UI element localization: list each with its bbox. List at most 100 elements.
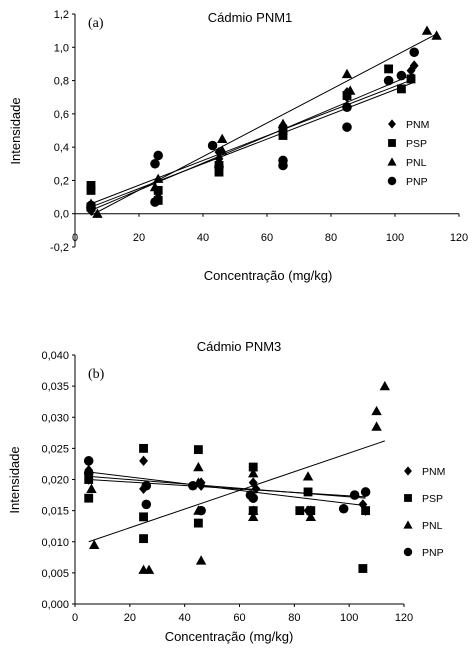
x-tick-label-b: 80 bbox=[288, 612, 300, 624]
y-tick-label-a: -0,2 bbox=[50, 242, 69, 254]
x-tick-label-a: 120 bbox=[450, 232, 468, 244]
legend-marker-pnl-a bbox=[387, 157, 397, 166]
trend-line-pnp-a bbox=[90, 81, 415, 208]
data-point-psp-b bbox=[139, 512, 148, 522]
legend-marker-pnp-b bbox=[403, 547, 413, 557]
data-point-psp-b bbox=[361, 506, 371, 516]
data-point-pnl-b bbox=[379, 380, 391, 391]
data-point-psp-a bbox=[214, 167, 224, 177]
y-tick-label-b: 0,030 bbox=[41, 412, 69, 424]
data-point-psp-b bbox=[84, 493, 94, 503]
data-point-pnl-a bbox=[217, 133, 228, 143]
data-point-pnm-b bbox=[358, 499, 368, 510]
data-point-pnp-b bbox=[83, 468, 94, 479]
data-point-psp-a bbox=[86, 181, 96, 190]
data-point-pnl-a bbox=[341, 68, 353, 79]
x-tick-label-a: 0 bbox=[72, 232, 78, 244]
data-point-pnp-b bbox=[83, 456, 94, 466]
data-point-pnl-b bbox=[195, 555, 207, 565]
legend-marker-pnm-a bbox=[388, 119, 396, 129]
trend-line-pnl-a bbox=[90, 33, 437, 216]
x-tick-label-b: 0 bbox=[72, 612, 78, 624]
data-point-pnl-b bbox=[248, 511, 259, 522]
x-tick-label-b: 120 bbox=[395, 612, 413, 624]
y-tick-label-b: 0,020 bbox=[41, 475, 69, 487]
data-point-pnp-a bbox=[86, 203, 96, 214]
x-tick-label-b: 20 bbox=[124, 612, 136, 624]
data-point-pnl-a bbox=[92, 208, 103, 218]
data-point-pnl-a bbox=[431, 30, 442, 40]
y-tick-label-a: 0,6 bbox=[54, 109, 69, 121]
data-point-pnl-b bbox=[86, 483, 97, 493]
legend-label-psp-a: PSP bbox=[406, 138, 427, 150]
data-point-pnl-b bbox=[88, 539, 100, 550]
y-axis-label-b: Intensidade bbox=[7, 446, 22, 513]
y-axis-label-a: Intensidade bbox=[8, 97, 23, 164]
data-point-pnl-a bbox=[345, 85, 356, 95]
legend-label-pnp-a: PNP bbox=[406, 176, 428, 188]
chart-panel-b: (b) Cádmio PNM3 Concentração (mg/kg) Int… bbox=[7, 339, 445, 644]
data-point-pnp-b bbox=[141, 499, 152, 510]
data-point-pnp-a bbox=[342, 122, 352, 132]
data-point-pnl-b bbox=[193, 461, 204, 472]
x-axis-label-b: Concentração (mg/kg) bbox=[165, 629, 294, 644]
data-point-psp-b bbox=[139, 534, 148, 544]
legend-marker-psp-b bbox=[404, 494, 412, 502]
x-axis-label-a: Concentração (mg/kg) bbox=[204, 268, 333, 283]
data-point-pnl-b bbox=[248, 468, 259, 478]
data-point-psp-a bbox=[86, 185, 96, 195]
data-point-pnl-a bbox=[277, 118, 289, 129]
x-tick-label-a: 20 bbox=[133, 232, 145, 244]
data-point-pnp-b bbox=[141, 480, 152, 491]
data-point-pnp-a bbox=[342, 102, 352, 112]
data-point-pnl-b bbox=[302, 471, 314, 481]
legend-label-pnl-b: PNL bbox=[422, 520, 443, 532]
x-tick-label-b: 100 bbox=[340, 612, 358, 624]
x-tick-label-b: 40 bbox=[179, 612, 191, 624]
data-point-psp-b bbox=[139, 443, 148, 453]
chart-panel-a: (a) Cádmio PNM1 Concentração (mg/kg) Int… bbox=[8, 9, 468, 283]
data-point-psp-b bbox=[193, 518, 203, 528]
data-point-pnm-a bbox=[409, 60, 419, 71]
data-point-psp-b bbox=[303, 487, 313, 497]
legend-marker-pnl-b bbox=[403, 520, 413, 529]
data-point-pnl-b bbox=[371, 421, 382, 431]
data-point-pnp-a bbox=[278, 155, 288, 166]
y-tick-label-b: 0,005 bbox=[41, 568, 69, 580]
data-point-pnl-a bbox=[421, 25, 433, 35]
y-tick-label-b: 0,000 bbox=[41, 599, 69, 611]
data-point-pnl-b bbox=[371, 405, 382, 416]
data-point-psp-b bbox=[306, 506, 316, 516]
data-point-psp-b bbox=[358, 564, 368, 573]
x-tick-label-a: 80 bbox=[325, 232, 337, 244]
data-point-psp-b bbox=[248, 462, 258, 472]
y-tick-label-a: 1,2 bbox=[54, 9, 69, 21]
data-point-pnp-a bbox=[396, 70, 407, 81]
data-point-pnp-a bbox=[383, 75, 394, 86]
legend-label-pnl-a: PNL bbox=[406, 157, 427, 169]
data-point-psp-a bbox=[278, 131, 288, 140]
data-point-psp-a bbox=[406, 74, 416, 84]
legend-label-pnm-a: PNM bbox=[406, 119, 429, 131]
y-tick-label-a: 0,0 bbox=[54, 209, 69, 221]
data-point-pnp-a bbox=[409, 47, 419, 58]
data-point-pnm-b bbox=[139, 455, 148, 467]
data-point-psp-b bbox=[84, 475, 94, 484]
y-tick-label-b: 0,025 bbox=[41, 443, 69, 455]
y-tick-label-b: 0,040 bbox=[41, 350, 69, 362]
y-tick-label-a: 0,2 bbox=[54, 175, 69, 187]
data-point-pnp-b bbox=[196, 505, 206, 516]
data-point-psp-a bbox=[384, 64, 394, 74]
data-point-pnp-b bbox=[188, 480, 198, 491]
y-tick-label-a: 0,8 bbox=[54, 76, 69, 88]
data-point-pnl-b bbox=[305, 511, 316, 522]
y-tick-label-b: 0,010 bbox=[41, 537, 69, 549]
data-point-psp-b bbox=[295, 506, 305, 516]
trend-line-pnm-b bbox=[88, 471, 366, 507]
legend-label-pnp-b: PNP bbox=[422, 547, 444, 559]
panel-label-b: (b) bbox=[88, 367, 105, 382]
data-point-pnp-a bbox=[207, 140, 218, 151]
data-point-pnp-a bbox=[150, 159, 160, 169]
data-point-pnp-a bbox=[150, 197, 160, 207]
